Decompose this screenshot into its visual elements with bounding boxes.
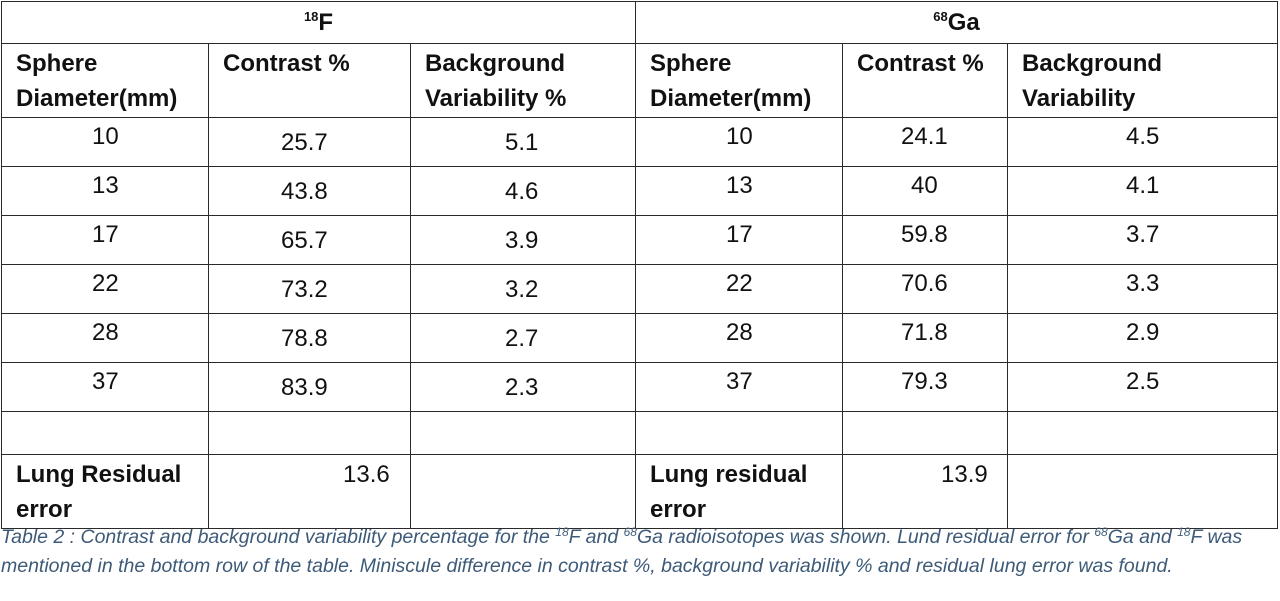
column-header-row: Sphere Diameter(mm) Contrast % Backgroun…: [1, 43, 1279, 118]
empty-cell: [409, 411, 637, 455]
empty-cell: [1007, 411, 1279, 455]
empty-cell: [208, 411, 411, 455]
ga68-diameter-cell: 22: [635, 264, 844, 314]
empty-cell: [1, 411, 209, 455]
ga68-contrast-cell: 71.8: [842, 313, 1009, 363]
f18-bv-cell: 4.6: [409, 166, 637, 216]
ga68-contrast-cell: 24.1: [842, 117, 1009, 167]
table-row: 17 65.7 3.9 17 59.8 3.7: [1, 215, 1279, 265]
ga68-bv-cell: 2.9: [1007, 313, 1279, 363]
lung-residual-row: Lung Residual error 13.6 Lung residual e…: [1, 454, 1279, 529]
ga68-diameter-cell: 13: [635, 166, 844, 216]
f18-lung-value: 13.6: [208, 454, 411, 529]
empty-cell: [842, 411, 1009, 455]
ga68-bv-cell: 4.1: [1007, 166, 1279, 216]
ga68-diameter-cell: 17: [635, 215, 844, 265]
f18-bv-header: Background Variability %: [409, 43, 637, 118]
f18-contrast-cell: 83.9: [208, 362, 411, 412]
ga68-diameter-cell: 37: [635, 362, 844, 412]
caption-text: F and: [568, 526, 624, 548]
ga68-group-header: 68Ga: [635, 1, 1279, 44]
f18-diameter-cell: 37: [1, 362, 209, 412]
f18-contrast-cell: 25.7: [208, 117, 411, 167]
f18-contrast-cell: 73.2: [208, 264, 411, 314]
caption-text: Table 2 : Contrast and background variab…: [1, 526, 556, 548]
f18-bv-cell: 5.1: [409, 117, 637, 167]
f18-group-header: 18F: [0, 1, 637, 44]
caption-mass-number: 18: [555, 525, 569, 539]
f18-contrast-cell: 65.7: [208, 215, 411, 265]
f18-lung-label: Lung Residual error: [1, 454, 209, 529]
f18-bv-cell: 2.3: [409, 362, 637, 412]
ga68-diameter-header: Sphere Diameter(mm): [635, 43, 844, 118]
f18-diameter-cell: 13: [1, 166, 209, 216]
caption-mass-number: 68: [1094, 525, 1108, 539]
table-row: 37 83.9 2.3 37 79.3 2.5: [1, 362, 1279, 412]
empty-cell: [1007, 454, 1279, 529]
empty-cell: [409, 454, 637, 529]
f18-diameter-cell: 10: [1, 117, 209, 167]
ga68-mass-number: 68: [933, 8, 948, 24]
caption-text: Ga radioisotopes was shown. Lund residua…: [636, 526, 1095, 548]
f18-contrast-cell: 78.8: [208, 313, 411, 363]
caption-text: F was mentioned in the bottom row of the…: [1, 526, 1243, 577]
f18-bv-cell: 3.9: [409, 215, 637, 265]
ga68-lung-label: Lung residual error: [635, 454, 844, 529]
table-row: 28 78.8 2.7 28 71.8 2.9: [1, 313, 1279, 363]
caption-mass-number: 68: [623, 525, 637, 539]
table-caption: Table 2 : Contrast and background variab…: [1, 518, 1271, 581]
ga68-diameter-cell: 28: [635, 313, 844, 363]
empty-cell: [635, 411, 844, 455]
f18-diameter-cell: 22: [1, 264, 209, 314]
ga68-contrast-header: Contrast %: [842, 43, 1009, 118]
table-row: 22 73.2 3.2 22 70.6 3.3: [1, 264, 1279, 314]
ga68-bv-header: Background Variability: [1007, 43, 1279, 118]
f18-bv-cell: 2.7: [409, 313, 637, 363]
ga68-contrast-cell: 79.3: [842, 362, 1009, 412]
f18-contrast-cell: 43.8: [208, 166, 411, 216]
ga68-diameter-cell: 10: [635, 117, 844, 167]
f18-mass-number: 18: [303, 8, 319, 24]
blank-row: [1, 411, 1279, 455]
table-row: 10 25.7 5.1 10 24.1 4.5: [1, 117, 1279, 167]
ga68-bv-cell: 4.5: [1007, 117, 1279, 167]
f18-contrast-header: Contrast %: [208, 43, 411, 118]
table-row: 13 43.8 4.6 13 40 4.1: [1, 166, 1279, 216]
ga68-contrast-cell: 59.8: [842, 215, 1009, 265]
ga68-symbol: Ga: [947, 8, 980, 36]
ga68-contrast-cell: 40: [842, 166, 1009, 216]
caption-mass-number: 18: [1177, 525, 1191, 539]
f18-diameter-header: Sphere Diameter(mm): [1, 43, 209, 118]
caption-text: Ga and: [1107, 526, 1178, 548]
ga68-bv-cell: 3.3: [1007, 264, 1279, 314]
f18-diameter-cell: 28: [1, 313, 209, 363]
ga68-bv-cell: 2.5: [1007, 362, 1279, 412]
results-table: 18F 68Ga Sphere Diameter(mm) Contrast % …: [0, 1, 1279, 529]
ga68-contrast-cell: 70.6: [842, 264, 1009, 314]
f18-symbol: F: [318, 8, 334, 36]
isotope-header-row: 18F 68Ga: [0, 1, 1279, 44]
ga68-lung-value: 13.9: [842, 454, 1009, 529]
ga68-bv-cell: 3.7: [1007, 215, 1279, 265]
f18-bv-cell: 3.2: [409, 264, 637, 314]
f18-diameter-cell: 17: [1, 215, 209, 265]
